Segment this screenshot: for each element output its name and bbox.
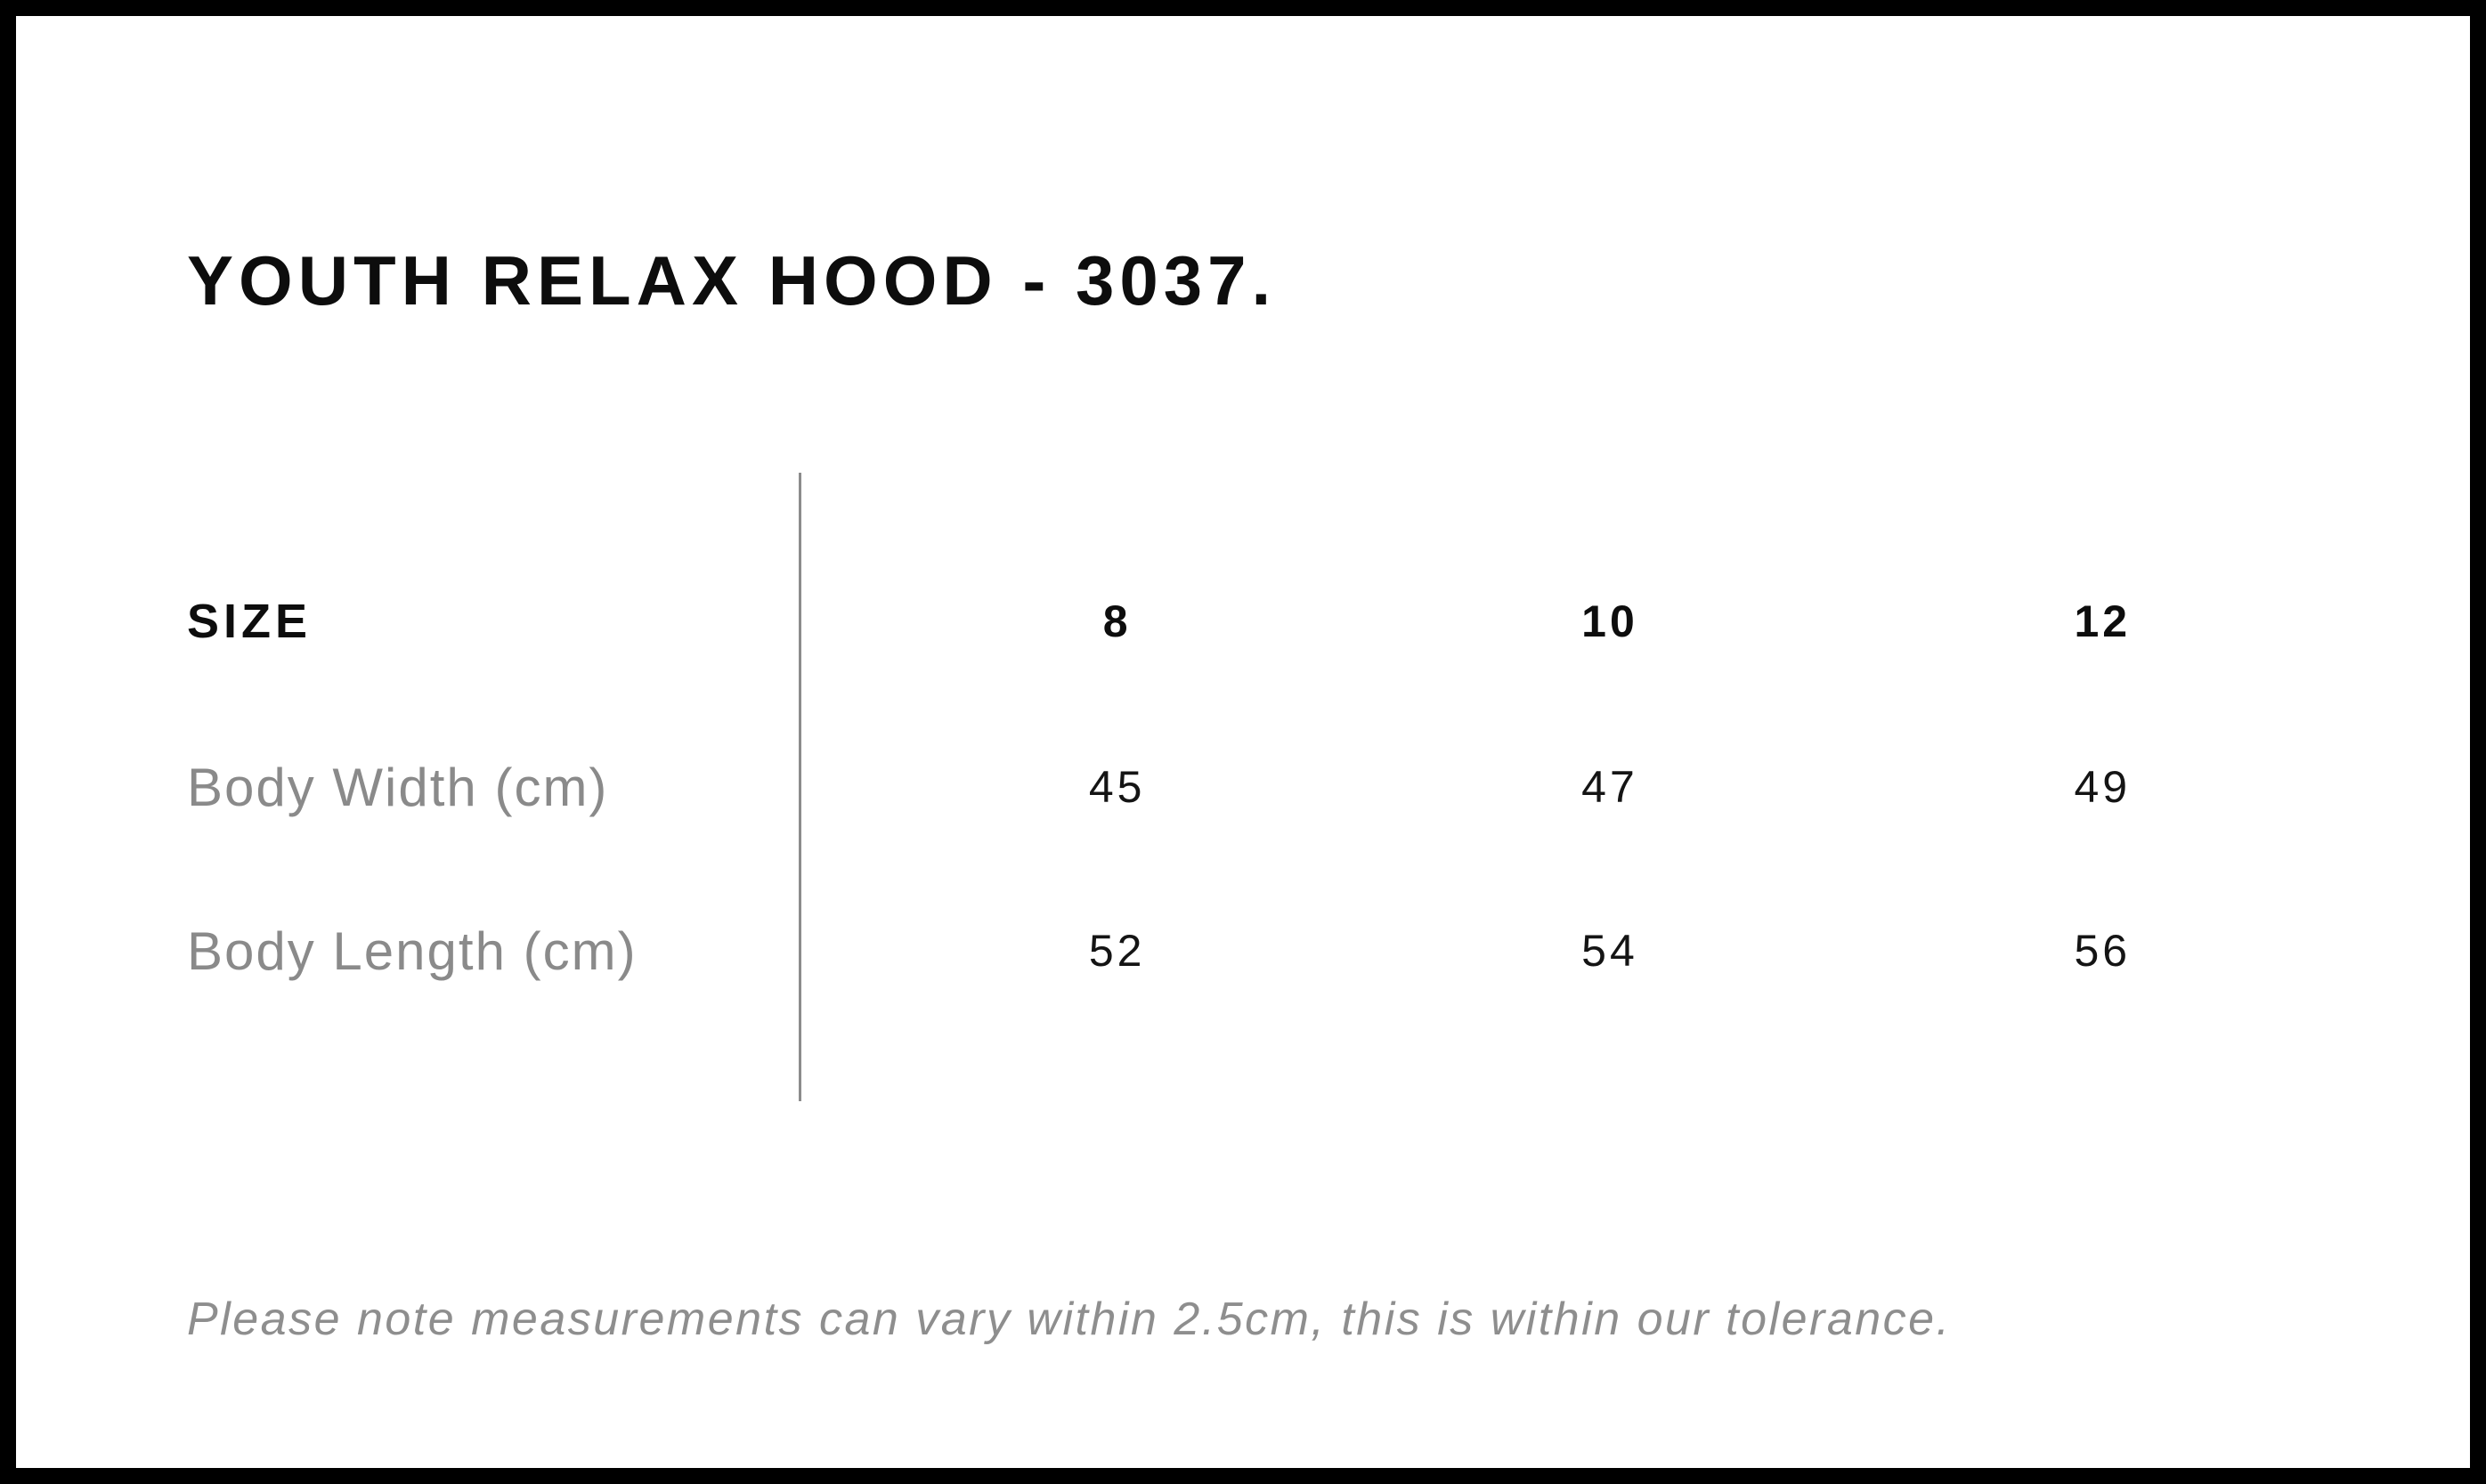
size-column-header: 10: [1581, 596, 1638, 646]
page-title: YOUTH RELAX HOOD - 3037.: [187, 241, 1277, 320]
measurement-value: 54: [1581, 926, 1638, 976]
measurement-label: Body Length (cm): [187, 920, 638, 981]
measurement-values: 52 54 56: [871, 925, 2349, 977]
measurement-row-body-length: Body Length (cm) 52 54 56: [187, 920, 2349, 982]
size-header-label: SIZE: [187, 595, 313, 648]
measurement-value: 52: [1088, 926, 1146, 976]
measurement-value: 49: [2074, 762, 2132, 812]
measurement-value: 45: [1088, 762, 1146, 812]
measurement-value: 47: [1581, 762, 1638, 812]
measurement-row-body-width: Body Width (cm) 45 47 49: [187, 756, 2349, 818]
tolerance-note: Please note measurements can vary within…: [187, 1293, 1952, 1345]
measurement-value: 56: [2074, 926, 2132, 976]
size-header-row: SIZE 8 10 12: [187, 590, 2349, 653]
size-column-header: 12: [2074, 596, 2132, 646]
table-divider-line: [799, 473, 801, 1101]
measurement-values: 45 47 49: [871, 761, 2349, 813]
measurement-label: Body Width (cm): [187, 757, 609, 817]
size-column-header: 8: [1102, 596, 1132, 646]
size-header-values: 8 10 12: [871, 596, 2349, 647]
